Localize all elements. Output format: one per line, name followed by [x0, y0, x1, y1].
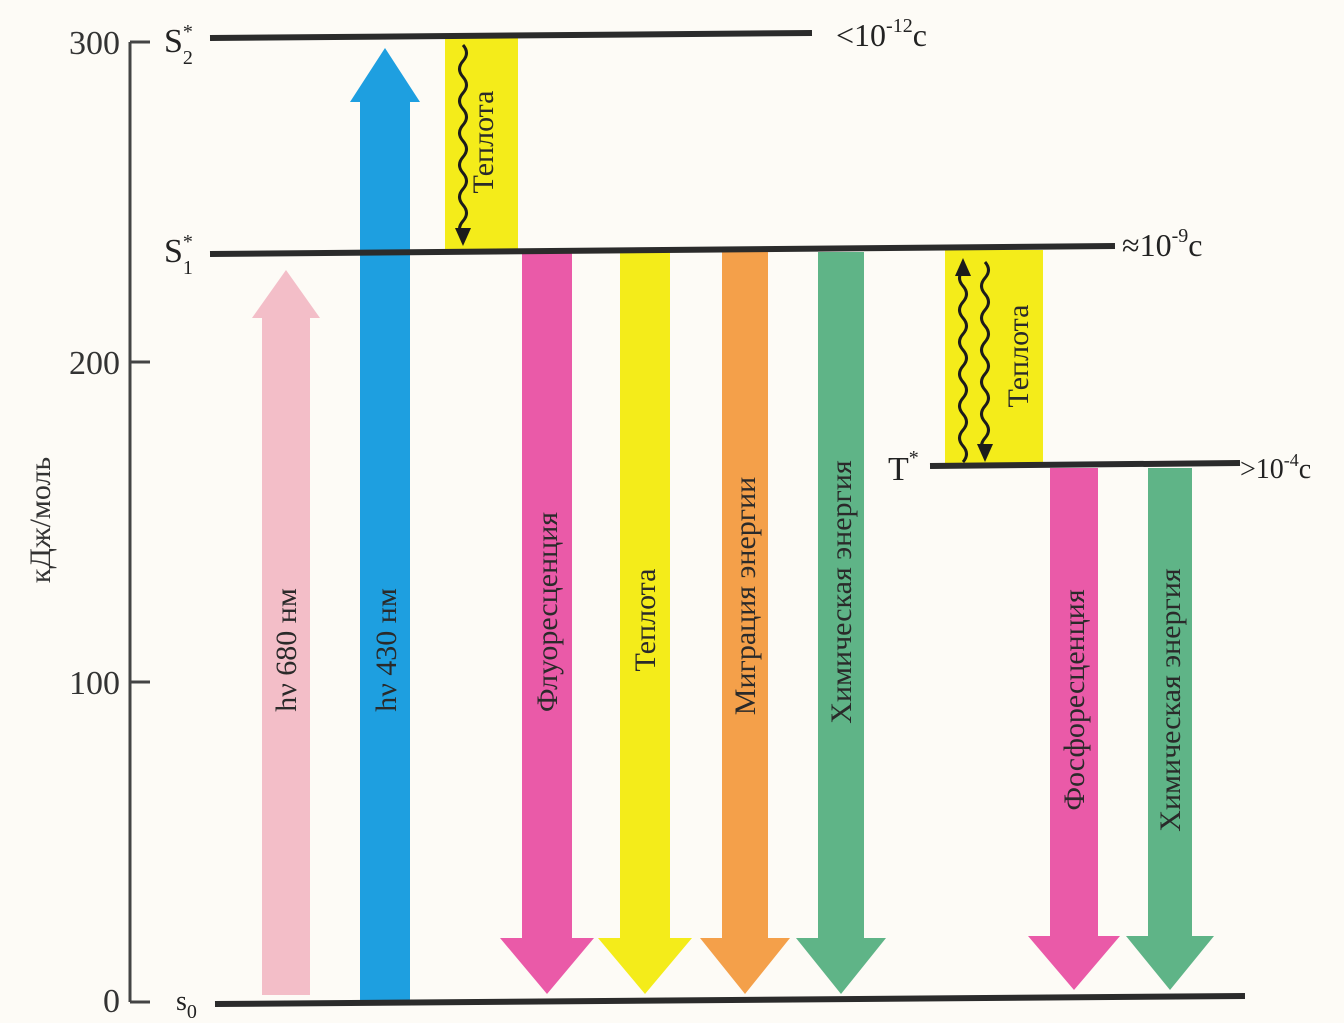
level-s0-label: s0	[176, 986, 197, 1023]
tick-label-100: 100	[69, 665, 120, 702]
label-heat-t: Теплота	[1002, 305, 1035, 408]
arrow-labels: hν 680 нм hν 430 нм Теплота Флуоресценци…	[270, 91, 1187, 832]
y-axis: 300 200 100 0 кДж/моль	[24, 25, 150, 1020]
level-s1-label: S* 1	[164, 231, 193, 279]
lifetime-t: >10-4c	[1240, 450, 1311, 485]
level-s2-label: S* 2	[164, 21, 193, 69]
y-axis-label: кДж/моль	[24, 457, 57, 583]
label-hv680: hν 680 нм	[270, 588, 303, 712]
energy-levels	[209, 30, 1246, 1007]
wavy-arrowhead-t-down	[977, 444, 993, 462]
tick-label-0: 0	[103, 983, 120, 1020]
arrow-hv680	[252, 270, 320, 995]
label-fluorescence: Флуоресценция	[531, 512, 564, 712]
wavy-arrow-t-down	[980, 261, 990, 458]
level-s0-line	[214, 993, 1246, 1007]
level-s1-line	[209, 243, 1116, 257]
wavy-arrow-s2	[458, 44, 468, 241]
wavy-arrowhead-s2	[455, 228, 471, 246]
heat-s2-block	[445, 38, 518, 250]
label-heat-s1: Теплота	[629, 569, 662, 672]
label-phosphorescence: Фосфоресценция	[1058, 589, 1091, 810]
arrow-chem-t	[1126, 468, 1214, 990]
label-hv430: hν 430 нм	[370, 588, 403, 712]
arrows	[252, 38, 1214, 1000]
lifetime-s1: ≈10-9c	[1122, 225, 1202, 263]
level-t-line	[929, 460, 1241, 469]
arrow-phosphorescence	[1028, 468, 1120, 990]
label-heat-s2: Теплота	[467, 91, 500, 194]
arrow-migration	[700, 252, 790, 994]
arrow-chem-s1	[796, 252, 886, 994]
wavy-arrowhead-t-up	[955, 258, 971, 276]
tick-label-200: 200	[69, 345, 120, 382]
tick-label-300: 300	[69, 25, 120, 62]
arrow-heat-s1	[598, 252, 692, 994]
level-s2-line	[209, 30, 813, 41]
label-chem-t: Химическая энергия	[1154, 568, 1187, 832]
label-migration: Миграция энергии	[729, 477, 762, 715]
label-chem-s1: Химическая энергия	[825, 460, 858, 724]
lifetime-s2: <10-12c	[836, 15, 927, 53]
arrow-fluorescence	[500, 252, 594, 994]
arrow-hv430	[350, 48, 420, 1000]
lifetime-labels: <10-12c ≈10-9c >10-4c	[836, 15, 1311, 485]
wavy-arrow-t-up	[958, 266, 968, 463]
level-labels: S* 2 S* 1 T* s0	[164, 21, 919, 1023]
level-t-label: T*	[888, 447, 919, 488]
